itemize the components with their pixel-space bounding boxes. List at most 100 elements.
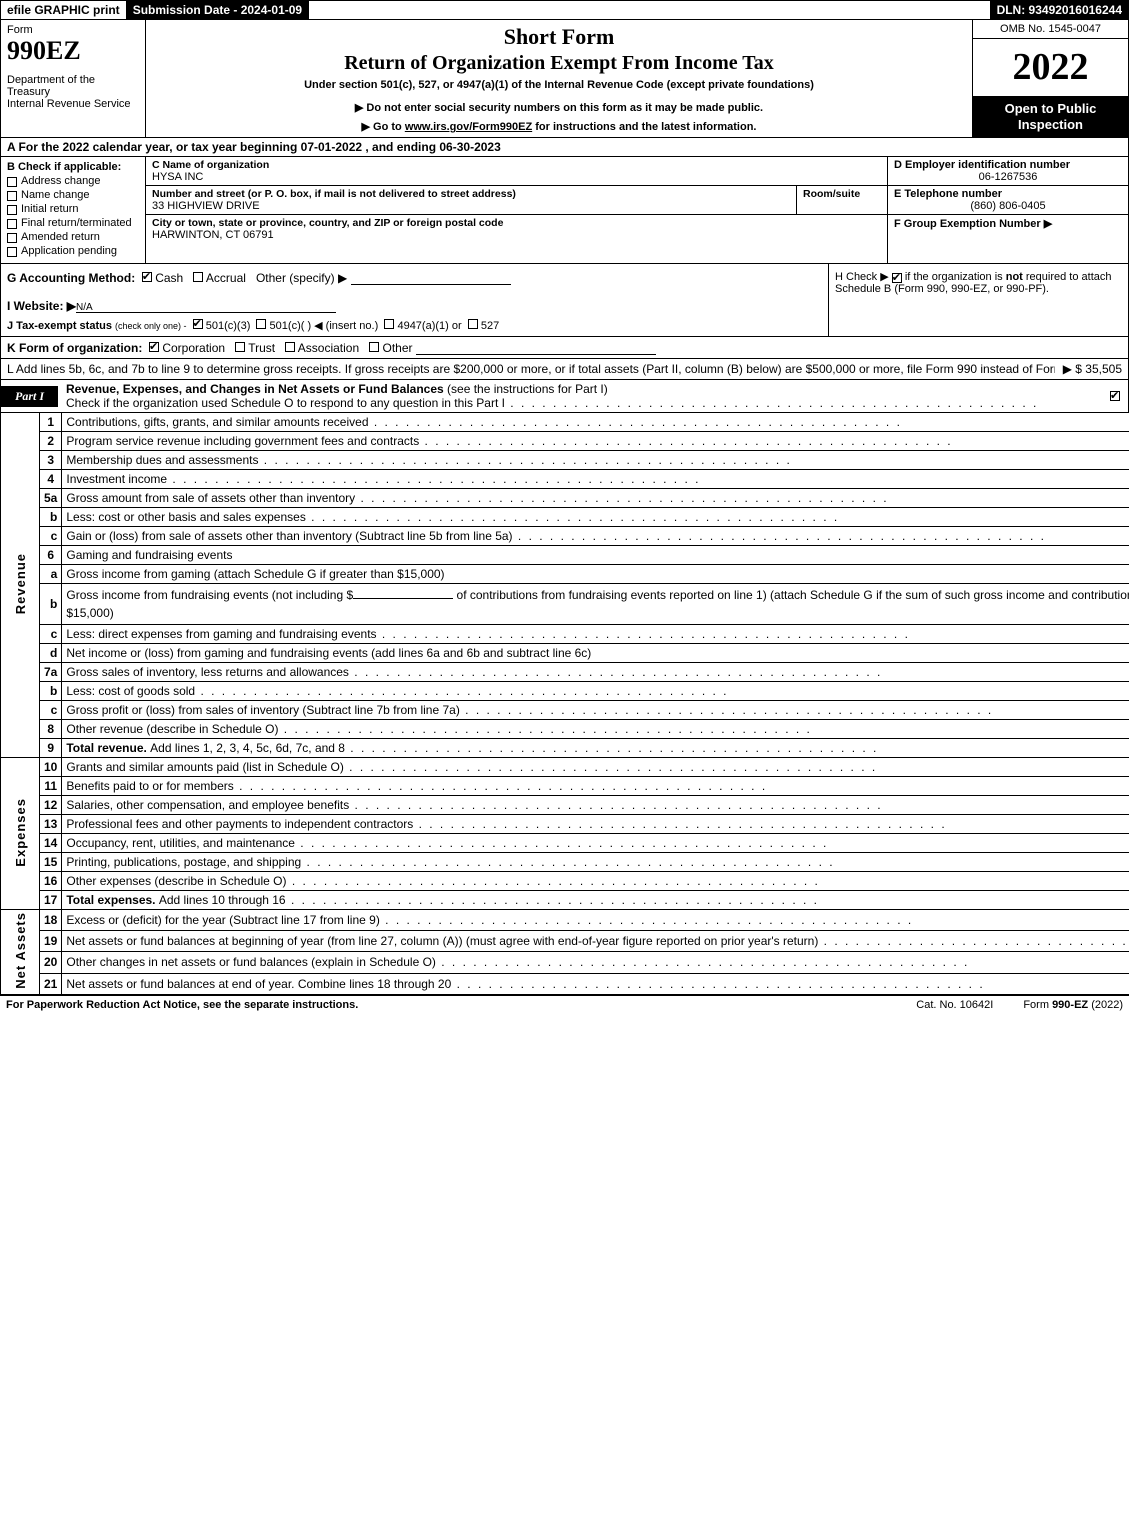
org-name-value: HYSA INC <box>152 171 881 183</box>
k-label: K Form of organization: <box>7 341 142 355</box>
j-4947: 4947(a)(1) or <box>397 320 461 332</box>
subtitle-ssn: ▶ Do not enter social security numbers o… <box>154 101 964 114</box>
desc-8: Other revenue (describe in Schedule O) <box>62 720 1129 739</box>
chk-h[interactable] <box>892 273 902 283</box>
title-return: Return of Organization Exempt From Incom… <box>154 52 964 75</box>
header-right: OMB No. 1545-0047 2022 Open to Public In… <box>973 20 1128 137</box>
group-exemption-label: F Group Exemption Number ▶ <box>894 218 1052 230</box>
h-mid: if the organization is <box>905 271 1006 283</box>
tel-label: E Telephone number <box>894 188 1002 200</box>
chk-501c3[interactable] <box>193 319 203 329</box>
ln-7c: c <box>40 701 62 720</box>
chk-4947[interactable] <box>384 319 394 329</box>
g-other-blank <box>351 271 511 285</box>
k-other: Other <box>383 341 413 355</box>
desc-6b: Gross income from fundraising events (no… <box>62 584 1129 625</box>
ln-14: 14 <box>40 834 62 853</box>
room-cell: Room/suite <box>797 186 887 214</box>
j-label: J Tax-exempt status <box>7 320 112 332</box>
chk-corporation[interactable] <box>149 342 159 352</box>
efile-label: efile GRAPHIC print <box>1 1 127 19</box>
dln: DLN: 93492016016244 <box>991 1 1128 19</box>
ln-5a: 5a <box>40 489 62 508</box>
ln-4: 4 <box>40 470 62 489</box>
desc-17: Total expenses. Add lines 10 through 16 <box>62 891 1129 910</box>
street-cell: Number and street (or P. O. box, if mail… <box>146 186 797 214</box>
ein-label: D Employer identification number <box>894 159 1070 171</box>
chk-527[interactable] <box>468 319 478 329</box>
submission-date: Submission Date - 2024-01-09 <box>127 1 309 19</box>
col-d-ids: D Employer identification number 06-1267… <box>888 157 1128 263</box>
chk-cash[interactable] <box>142 272 152 282</box>
tel-value: (860) 806-0405 <box>894 200 1122 212</box>
ln-6c: c <box>40 625 62 644</box>
ghij-left: G Accounting Method: Cash Accrual Other … <box>1 264 828 336</box>
h-pre: H Check ▶ <box>835 271 889 283</box>
ein-row: D Employer identification number 06-1267… <box>888 157 1128 186</box>
desc-4: Investment income <box>62 470 1129 489</box>
line-g: G Accounting Method: Cash Accrual Other … <box>7 270 822 285</box>
ln-7b: b <box>40 682 62 701</box>
ln-13: 13 <box>40 815 62 834</box>
desc-21: Net assets or fund balances at end of ye… <box>62 973 1129 994</box>
ein-value: 06-1267536 <box>894 171 1122 183</box>
row-l: L Add lines 5b, 6c, and 7b to line 9 to … <box>0 359 1129 380</box>
chk-application-pending[interactable]: Application pending <box>7 245 139 257</box>
block-ghij: G Accounting Method: Cash Accrual Other … <box>0 264 1129 337</box>
line-i: I Website: ▶N/A <box>7 299 822 313</box>
ln-17: 17 <box>40 891 62 910</box>
ln-21: 21 <box>40 973 62 994</box>
g-other: Other (specify) ▶ <box>256 271 347 285</box>
chk-other[interactable] <box>369 342 379 352</box>
k-assoc: Association <box>298 341 359 355</box>
block-bcd: B Check if applicable: Address change Na… <box>0 157 1129 264</box>
ln-10: 10 <box>40 758 62 777</box>
l-amount: ▶ $ 35,505 <box>1055 362 1122 376</box>
line-j: J Tax-exempt status (check only one) - 5… <box>7 317 822 332</box>
ln-15: 15 <box>40 853 62 872</box>
room-label: Room/suite <box>803 188 881 200</box>
chk-final-return[interactable]: Final return/terminated <box>7 217 139 229</box>
desc-5b: Less: cost or other basis and sales expe… <box>62 508 1129 527</box>
row-a-tax-year: A For the 2022 calendar year, or tax yea… <box>0 138 1129 157</box>
footer-left: For Paperwork Reduction Act Notice, see … <box>6 999 886 1011</box>
chk-501c[interactable] <box>256 319 266 329</box>
page-footer: For Paperwork Reduction Act Notice, see … <box>0 995 1129 1014</box>
city-value: HARWINTON, CT 06791 <box>152 229 881 241</box>
part1-schedule-o-chk[interactable] <box>1102 387 1128 406</box>
desc-10: Grants and similar amounts paid (list in… <box>62 758 1129 777</box>
street-label: Number and street (or P. O. box, if mail… <box>152 188 790 200</box>
side-net-assets: Net Assets <box>1 910 40 995</box>
col-b-checkboxes: B Check if applicable: Address change Na… <box>1 157 146 263</box>
row-k: K Form of organization: Corporation Trus… <box>0 337 1129 359</box>
chk-amended-return[interactable]: Amended return <box>7 231 139 243</box>
footer-cat-no: Cat. No. 10642I <box>886 999 1023 1011</box>
desc-18: Excess or (deficit) for the year (Subtra… <box>62 910 1129 931</box>
j-501c: 501(c)( ) ◀ (insert no.) <box>270 320 379 332</box>
goto-post: for instructions and the latest informat… <box>532 121 756 133</box>
ln-1: 1 <box>40 413 62 432</box>
dept-line-2: Internal Revenue Service <box>7 98 139 110</box>
chk-initial-return[interactable]: Initial return <box>7 203 139 215</box>
chk-address-change[interactable]: Address change <box>7 175 139 187</box>
chk-name-change[interactable]: Name change <box>7 189 139 201</box>
footer-form-ref: Form 990-EZ (2022) <box>1023 999 1123 1011</box>
i-value: N/A <box>76 302 93 313</box>
chk-trust[interactable] <box>235 342 245 352</box>
chk-association[interactable] <box>285 342 295 352</box>
side-revenue: Revenue <box>1 413 40 758</box>
chk-accrual[interactable] <box>193 272 203 282</box>
goto-pre: ▶ Go to <box>362 121 405 133</box>
line-h: H Check ▶ if the organization is not req… <box>828 264 1128 336</box>
ln-5b: b <box>40 508 62 527</box>
ln-6d: d <box>40 644 62 663</box>
desc-6c: Less: direct expenses from gaming and fu… <box>62 625 1129 644</box>
l-text: L Add lines 5b, 6c, and 7b to line 9 to … <box>7 362 1055 376</box>
ln-18: 18 <box>40 910 62 931</box>
desc-20: Other changes in net assets or fund bala… <box>62 952 1129 973</box>
j-501c3: 501(c)(3) <box>206 320 251 332</box>
ln-8: 8 <box>40 720 62 739</box>
top-bar: efile GRAPHIC print Submission Date - 20… <box>0 0 1129 20</box>
j-sub: (check only one) - <box>115 321 187 331</box>
irs-link[interactable]: www.irs.gov/Form990EZ <box>405 121 532 133</box>
